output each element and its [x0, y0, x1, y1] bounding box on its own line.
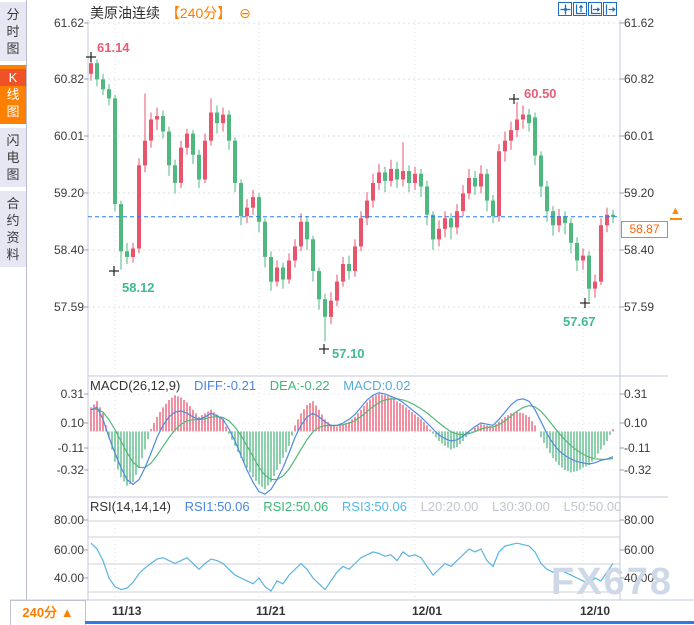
y-axis-label-right: 57.59: [624, 300, 655, 314]
period-label: 240分: [22, 605, 58, 620]
yaxis-zoom-icon[interactable]: [573, 2, 587, 16]
y-axis-label-left: 60.01: [53, 129, 84, 143]
y-axis-label-right: 60.01: [624, 129, 655, 143]
rsi-header: RSI(14,14,14) RSI1:50.06 RSI2:50.06 RSI3…: [90, 499, 631, 514]
period-selector[interactable]: 240分 ▲: [10, 600, 86, 625]
y-axis-label-left: 0.31: [60, 387, 84, 401]
tab-char: 合: [6, 196, 20, 211]
symbol-name: 美原油连续: [90, 5, 160, 21]
macd-header: MACD(26,12,9) DIFF:-0.21 DEA:-0.22 MACD:…: [90, 378, 421, 393]
price-up-arrow-icon: ▲: [670, 205, 682, 220]
rsi1-value: RSI1:50.06: [184, 499, 250, 514]
watermark: FX678: [551, 561, 673, 603]
rsi-l30-value: L30:30.00: [492, 499, 550, 514]
y-axis-label-left: 58.40: [53, 243, 84, 257]
x-axis-date-label: 11/21: [256, 604, 286, 618]
current-price-tag: 58.87: [621, 221, 668, 238]
y-axis-label-right: 60.82: [624, 72, 655, 86]
y-axis-label-right: -0.32: [624, 463, 652, 477]
tab-char: 图: [6, 167, 20, 182]
collapse-icon[interactable]: ⊖: [239, 5, 251, 21]
y-axis-label-right: -0.11: [624, 441, 651, 455]
y-axis-label-left: 57.59: [53, 300, 84, 314]
period-tag: 【240分】: [165, 5, 232, 21]
y-axis-label-left: 61.62: [53, 16, 84, 30]
tab-char: 图: [6, 41, 20, 56]
y-axis-label-right: 59.20: [624, 186, 655, 200]
y-axis-label-right: 61.62: [624, 16, 655, 30]
y-axis-label-right: 80.00: [624, 513, 655, 527]
x-axis-date-label: 12/01: [412, 604, 443, 618]
rsi-l20-value: L20:20.00: [420, 499, 479, 514]
y-axis-label-right: 60.00: [624, 543, 655, 557]
x-axis-date-label: 12/10: [580, 604, 611, 618]
y-axis-label-right: 40.00: [624, 571, 655, 585]
tab-char: 闪: [6, 133, 20, 148]
x-axis-date-label: 11/13: [112, 604, 142, 618]
chart-toolbar: [558, 2, 617, 16]
tab-char: 线: [6, 87, 20, 102]
y-axis-label-left: 0.10: [60, 416, 84, 430]
sidebar-tab-flash-chart[interactable]: 闪电图: [0, 128, 26, 187]
macd-hist-value: MACD:0.02: [343, 378, 411, 393]
tab-char: 时: [6, 24, 20, 39]
macd-name: MACD(26,12,9): [90, 378, 181, 393]
y-axis-label-left: 40.00: [53, 571, 84, 585]
price-annotation: 57.67: [563, 314, 596, 329]
chart-title-row: 美原油连续 【240分】 ⊖: [90, 3, 251, 23]
y-axis-label-right: 58.40: [624, 243, 655, 257]
macd-diff-value: DIFF:-0.21: [193, 378, 257, 393]
pan-right-icon[interactable]: [603, 2, 617, 16]
price-annotation: 57.10: [332, 346, 365, 361]
rsi2-value: RSI2:50.06: [263, 499, 329, 514]
y-axis-label-left: 60.00: [53, 543, 84, 557]
price-annotation: 58.12: [122, 280, 155, 295]
tab-char: 分: [6, 7, 20, 22]
y-axis-label-right: 0.10: [624, 416, 648, 430]
tab-char: 料: [6, 247, 20, 262]
price-annotation: 60.50: [524, 86, 557, 101]
macd-dea-value: DEA:-0.22: [269, 378, 330, 393]
y-axis-label-left: 60.82: [53, 72, 84, 86]
move-tool-icon[interactable]: [558, 2, 572, 16]
rsi3-value: RSI3:50.06: [341, 499, 407, 514]
y-axis-label-left: -0.11: [57, 441, 84, 455]
rsi-l50-value: L50:50.00: [563, 499, 622, 514]
rsi-name: RSI(14,14,14): [90, 499, 171, 514]
y-axis-label-right: 0.31: [624, 387, 648, 401]
sidebar-tab-time-chart[interactable]: 分时图: [0, 2, 26, 61]
xaxis-zoom-icon[interactable]: [588, 2, 602, 16]
tab-char: 图: [6, 104, 20, 119]
period-dropdown-arrow-icon: ▲: [60, 605, 74, 620]
y-axis-label-left: 80.00: [53, 513, 84, 527]
tab-char: K: [0, 69, 26, 86]
sidebar-tab-contract-info[interactable]: 合约资料: [0, 191, 26, 267]
tab-char: 约: [6, 213, 20, 228]
price-annotation: 61.14: [97, 40, 130, 55]
y-axis-label-left: -0.32: [56, 463, 84, 477]
bottom-accent-bar: [85, 621, 694, 624]
tab-char: 资: [6, 230, 20, 245]
tab-char: 电: [6, 150, 20, 165]
y-axis-label-left: 59.20: [53, 186, 84, 200]
